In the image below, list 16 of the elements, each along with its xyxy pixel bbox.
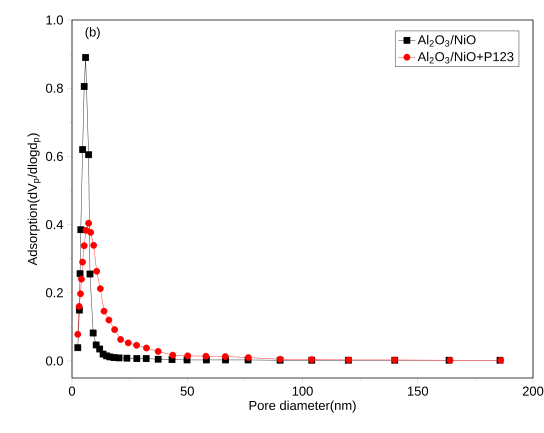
x-tick-label: 50: [180, 386, 194, 396]
y-tick-label: 0.2: [46, 288, 63, 298]
y-tick-label: 0.4: [46, 220, 64, 230]
legend-label: Al$_{2}$O$_{3}$/NiO: [418, 34, 476, 47]
x-tick-label: 100: [292, 386, 313, 396]
x-axis-title: Pore diameter(nm): [250, 400, 356, 413]
y-axis-title: Adsorption(dV$_{p}$/dlogd$_{p}$): [28, 133, 41, 266]
x-tick-label: 200: [522, 386, 544, 396]
y-tick-label: 0.0: [46, 356, 63, 366]
annotation: (b): [86, 27, 100, 40]
y-tick-label: 0.8: [46, 84, 63, 93]
x-tick-label: 0: [68, 386, 76, 396]
y-tick-label: 0.6: [46, 152, 63, 161]
legend-label: Al$_{2}$O$_{3}$/NiO+P123: [418, 52, 514, 64]
x-tick-label: 150: [408, 386, 428, 396]
y-tick-label: 1.0: [46, 15, 63, 25]
